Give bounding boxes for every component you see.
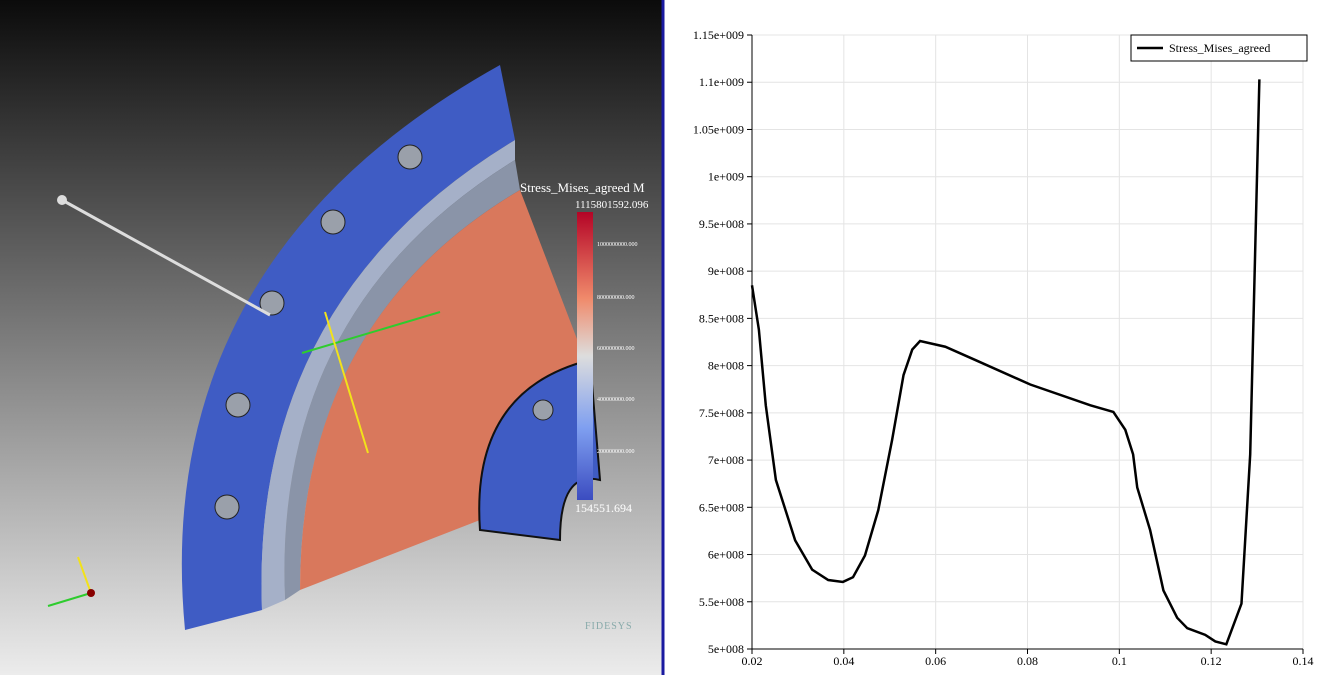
colorbar-max: 1115801592.096	[575, 199, 649, 211]
y-tick-label: 1.05e+009	[693, 122, 744, 136]
series-line	[752, 79, 1259, 644]
x-tick-label: 0.04	[833, 654, 854, 668]
chart: 5e+008 5.5e+008 6e+008 6.5e+008 7e+008 7.5e+0…	[693, 28, 1314, 668]
y-tick-label: 5e+008	[708, 642, 744, 656]
x-tick-label: 0.1	[1112, 654, 1127, 668]
y-tick-label: 7.5e+008	[699, 406, 744, 420]
y-tick-label: 5.5e+008	[699, 595, 744, 609]
y-tick-label: 9.5e+008	[699, 217, 744, 231]
y-tick-label: 8e+008	[708, 359, 744, 373]
colorbar-tick: 800000000.000	[597, 295, 635, 301]
screen: Stress_Mises_agreed M 1115801592.096 154…	[0, 0, 1325, 675]
legend-label: Stress_Mises_agreed	[1169, 41, 1270, 55]
colorbar-tick: 1000000000.000	[597, 242, 638, 248]
colorbar-tick: 400000000.000	[597, 397, 635, 403]
y-tick-label: 6.5e+008	[699, 500, 744, 514]
page: Stress_Mises_agreed M 1115801592.096 154…	[0, 0, 1325, 675]
x-tick-label: 0.14	[1293, 654, 1314, 668]
probe-point	[57, 195, 67, 205]
y-tick-label: 1.1e+009	[699, 75, 744, 89]
x-tick-label: 0.02	[742, 654, 763, 668]
x-tick-label: 0.12	[1201, 654, 1222, 668]
y-tick-label: 8.5e+008	[699, 311, 744, 325]
y-tick-label: 6e+008	[708, 548, 744, 562]
y-tick-label: 1e+009	[708, 170, 744, 184]
colorbar-tick: 600000000.000	[597, 346, 635, 352]
logo: FIDESYS	[585, 621, 633, 632]
colorbar-min: 154551.694	[575, 501, 632, 515]
x-tick-label: 0.08	[1017, 654, 1038, 668]
y-tick-label: 9e+008	[708, 264, 744, 278]
x-tick-label: 0.06	[925, 654, 946, 668]
colorbar-title: Stress_Mises_agreed M	[520, 180, 645, 195]
colorbar	[577, 212, 593, 500]
viewport: Stress_Mises_agreed M 1115801592.096 154…	[0, 0, 664, 675]
y-tick-label: 1.15e+009	[693, 28, 744, 42]
y-tick-label: 7e+008	[708, 453, 744, 467]
colorbar-tick: 200000000.000	[597, 449, 635, 455]
